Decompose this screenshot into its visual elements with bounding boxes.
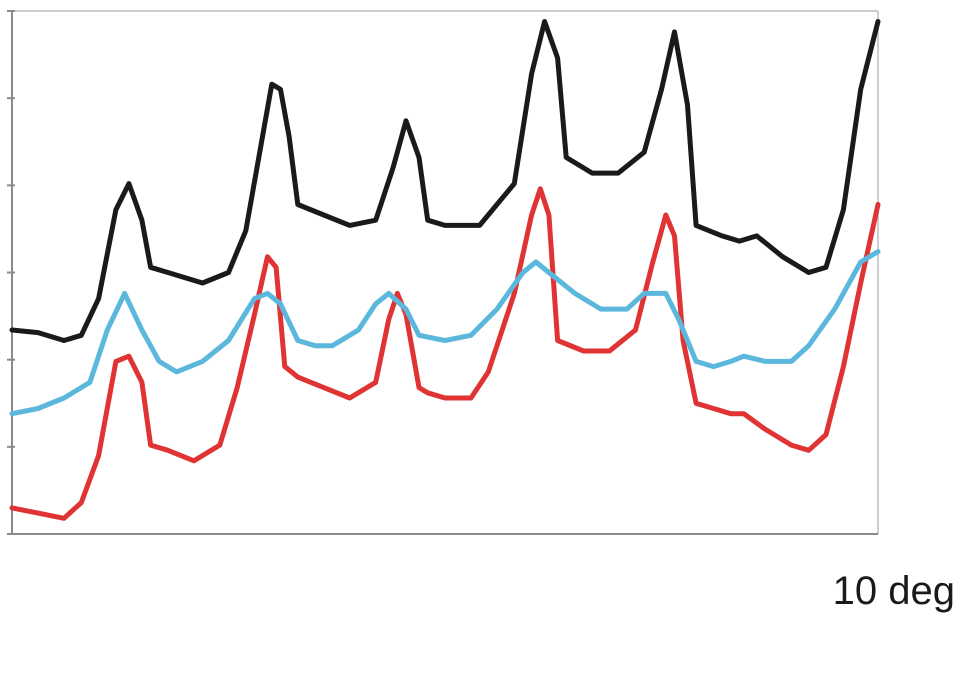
series-group bbox=[9, 19, 881, 521]
series-line-3 bbox=[9, 249, 881, 417]
y-axis-ticks bbox=[7, 10, 15, 535]
series-line-1 bbox=[9, 19, 881, 343]
scale-label: 10 deg bbox=[833, 569, 955, 613]
series-line-2 bbox=[9, 186, 881, 521]
